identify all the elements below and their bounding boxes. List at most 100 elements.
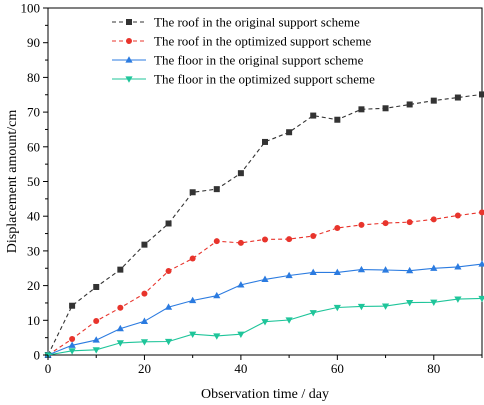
data-point bbox=[213, 238, 220, 245]
data-point bbox=[310, 112, 317, 119]
data-point bbox=[68, 341, 76, 348]
data-point bbox=[117, 304, 124, 311]
data-point bbox=[141, 290, 148, 297]
data-point bbox=[69, 336, 76, 343]
series-4 bbox=[44, 295, 484, 359]
data-point bbox=[430, 299, 438, 307]
data-point bbox=[189, 331, 197, 338]
data-point bbox=[164, 303, 173, 310]
y-tick-label: 50 bbox=[27, 174, 40, 189]
y-tick-label: 40 bbox=[27, 209, 40, 224]
y-tick-label: 20 bbox=[27, 278, 40, 293]
x-axis-title: Observation time / day bbox=[201, 387, 329, 402]
legend-label: The floor in the optimized support schem… bbox=[154, 72, 375, 87]
legend-marker bbox=[125, 76, 133, 83]
data-point bbox=[454, 296, 462, 303]
data-point bbox=[333, 268, 341, 276]
data-point bbox=[357, 303, 366, 311]
data-point bbox=[189, 189, 196, 196]
data-point bbox=[164, 338, 173, 346]
legend-marker bbox=[126, 19, 132, 25]
data-point bbox=[262, 236, 268, 243]
data-point bbox=[69, 302, 76, 309]
data-point bbox=[406, 266, 414, 274]
legend-item-1: The roof in the original support scheme bbox=[112, 15, 360, 30]
data-point bbox=[382, 220, 389, 227]
series-line bbox=[47, 211, 483, 356]
data-point bbox=[93, 317, 100, 324]
data-point bbox=[116, 324, 124, 332]
legend-label: The roof in the original support scheme bbox=[154, 15, 360, 30]
data-point bbox=[165, 268, 172, 275]
y-tick-label: 30 bbox=[27, 243, 40, 258]
legend-item-3: The floor in the original support scheme bbox=[112, 53, 364, 68]
data-point bbox=[358, 221, 365, 228]
data-point bbox=[261, 275, 269, 282]
data-point bbox=[93, 283, 100, 290]
x-tick-label: 60 bbox=[331, 361, 344, 376]
data-point bbox=[334, 224, 341, 231]
data-point bbox=[479, 91, 484, 98]
series-line bbox=[47, 297, 483, 356]
data-point bbox=[189, 296, 197, 304]
data-point bbox=[261, 319, 269, 326]
series-layer bbox=[44, 91, 484, 359]
data-point bbox=[478, 295, 484, 303]
y-tick-label: 10 bbox=[27, 313, 40, 328]
data-point bbox=[381, 266, 390, 273]
data-point bbox=[310, 232, 317, 239]
data-point bbox=[333, 304, 341, 312]
legend-marker bbox=[125, 56, 133, 63]
y-tick-label: 60 bbox=[27, 139, 40, 154]
y-tick-label: 70 bbox=[27, 105, 40, 120]
data-point bbox=[237, 239, 244, 246]
data-point bbox=[237, 281, 245, 288]
x-tick-label: 80 bbox=[427, 361, 440, 376]
data-point bbox=[358, 106, 365, 113]
data-point bbox=[237, 170, 244, 177]
data-point bbox=[406, 219, 413, 226]
data-point bbox=[430, 97, 437, 104]
data-point bbox=[406, 101, 413, 108]
data-point bbox=[478, 260, 484, 267]
legend-label: The roof in the optimized support scheme bbox=[154, 34, 372, 49]
data-point bbox=[141, 241, 148, 248]
data-point bbox=[286, 236, 293, 243]
data-point bbox=[309, 310, 317, 317]
data-point bbox=[262, 138, 268, 145]
data-point bbox=[213, 333, 221, 340]
data-point bbox=[68, 348, 76, 355]
data-point bbox=[406, 300, 414, 307]
data-point bbox=[382, 105, 389, 112]
data-point bbox=[213, 186, 220, 193]
data-point bbox=[309, 268, 317, 276]
data-point bbox=[479, 209, 484, 216]
y-tick-label: 80 bbox=[27, 70, 40, 85]
series-2 bbox=[45, 209, 484, 358]
y-tick-label: 90 bbox=[27, 35, 40, 50]
data-point bbox=[454, 263, 462, 270]
y-tick-label: 0 bbox=[34, 348, 41, 363]
data-point bbox=[334, 116, 341, 123]
data-point bbox=[92, 347, 100, 354]
x-tick-label: 20 bbox=[138, 361, 151, 376]
legend: The roof in the original support scheme T… bbox=[112, 15, 375, 87]
data-point bbox=[189, 255, 196, 262]
data-point bbox=[237, 331, 245, 338]
data-point bbox=[454, 212, 461, 219]
data-point bbox=[140, 317, 149, 324]
y-axis-title: Displacement amount/cm bbox=[5, 110, 20, 254]
series-line bbox=[47, 93, 483, 356]
legend-marker bbox=[126, 38, 132, 44]
data-point bbox=[165, 220, 172, 227]
data-point bbox=[357, 265, 366, 273]
legend-item-2: The roof in the optimized support scheme bbox=[112, 34, 372, 49]
x-tick-label: 40 bbox=[234, 361, 247, 376]
data-point bbox=[286, 129, 293, 136]
data-point bbox=[117, 266, 124, 273]
legend-label: The floor in the original support scheme bbox=[154, 53, 364, 68]
data-point bbox=[430, 264, 438, 271]
axes-layer: 0 10 20 30 40 50 60 70 80 90 100 0 20 40 60 80 bbox=[21, 1, 483, 376]
data-point bbox=[454, 94, 461, 101]
